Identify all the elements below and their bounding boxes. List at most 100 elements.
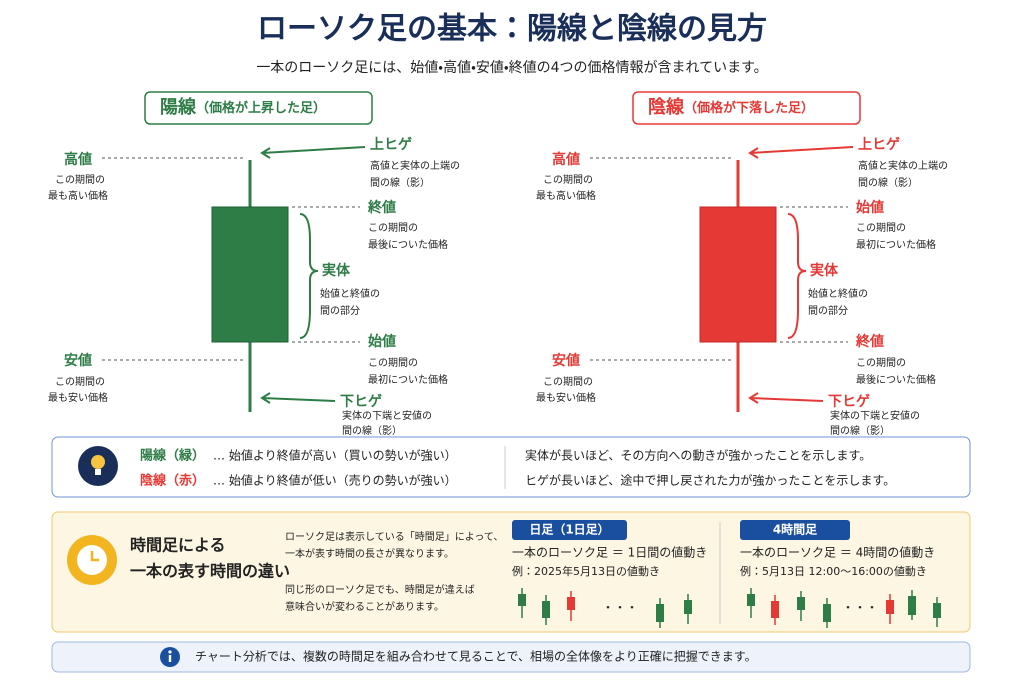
info-stem [168, 655, 172, 662]
high-label: 高値 [64, 151, 92, 168]
arrow [260, 146, 366, 159]
mini-body [886, 600, 894, 614]
body-desc: 間の部分 [808, 305, 848, 317]
lower_shadow-desc: 実体の下端と安値の [342, 409, 432, 422]
body_top-label: 始値 [856, 199, 884, 216]
panel-example: 例：2025年5月13日の値動き [512, 564, 660, 578]
body_top-desc: 最初についた価格 [856, 238, 936, 251]
body_top-desc: この期間の [856, 222, 906, 234]
subtitle: 一本のローソク足には、始値・高値・安値・終値の4つの価格情報が含まれています。 [256, 59, 767, 76]
panel-line: 一本のローソク足 ＝ 4時間の値動き [740, 545, 935, 560]
lower_shadow-label: 下ヒゲ [340, 393, 382, 410]
body_bottom-desc: この期間の [856, 357, 906, 369]
low-desc: 最も安い価格 [536, 391, 596, 404]
arrow [748, 146, 854, 159]
footer-text: チャート分析では、複数の時間足を組み合わせて見ることで、相場の全体像をより正確に… [195, 649, 757, 664]
legend-label: 陰線（赤） [140, 473, 205, 489]
panel-line: 一本のローソク足 ＝ 1日間の値動き [512, 545, 707, 560]
body_bottom-label: 始値 [368, 333, 396, 350]
timeframe-title: 一本の表す時間の違い [130, 562, 290, 581]
body-label: 実体 [322, 262, 351, 279]
timeframe-desc: 意味合いが変わることがあります。 [285, 600, 444, 613]
legend-text: … 始値より終値が低い（売りの勢いが強い） [213, 473, 457, 488]
lower_shadow-desc: 間の線（影） [342, 424, 402, 437]
mini-body [542, 601, 550, 618]
bulb-glass [91, 455, 105, 469]
low-label: 安値 [552, 352, 580, 369]
body_bottom-desc: この期間の [368, 357, 418, 369]
high-desc: 最も高い価格 [48, 189, 108, 202]
upper_shadow-label: 上ヒゲ [370, 136, 412, 153]
mini-body [684, 600, 692, 614]
mini-body [771, 601, 779, 618]
tag [740, 520, 850, 540]
body-desc: 間の部分 [320, 305, 360, 317]
lower_shadow-desc: 間の線（影） [830, 424, 890, 437]
tag [512, 520, 627, 540]
ellipsis: ・・・ [842, 601, 878, 615]
body_bottom-desc: 最後についた価格 [856, 373, 936, 386]
tag-label: 日足（1日足） [529, 522, 609, 537]
heading-box [632, 91, 861, 125]
brace [787, 213, 807, 339]
upper_shadow-desc: 高値と実体の上端の [370, 159, 460, 172]
heading: 陽線（価格が上昇した足） [160, 96, 326, 118]
heading: 陰線（価格が下落した足） [648, 96, 814, 118]
low-desc: 最も安い価格 [48, 391, 108, 404]
body_top-desc: この期間の [368, 222, 418, 234]
high-desc: 最も高い価格 [536, 189, 596, 202]
clock-hands [90, 551, 99, 562]
body_top-label: 終値 [367, 199, 396, 216]
brace [299, 213, 319, 339]
high-desc: この期間の [55, 174, 105, 186]
body-desc: 始値と終値の [320, 287, 380, 300]
timeframe-desc: ローソク足は表示している「時間足」によって、 [285, 531, 503, 543]
mini-body [908, 596, 916, 615]
body-label: 実体 [810, 262, 839, 279]
lower_shadow-desc: 実体の下端と安値の [830, 409, 920, 422]
heading-box [144, 91, 373, 125]
footer-box [51, 641, 971, 673]
body_bottom-desc: 最初についた価格 [368, 373, 448, 386]
upper_shadow-desc: 高値と実体の上端の [858, 159, 948, 172]
candle-body [699, 206, 777, 343]
arrow [260, 392, 336, 404]
low-desc: この期間の [543, 376, 593, 388]
ellipsis: ・・・ [602, 601, 638, 615]
high-desc: この期間の [543, 174, 593, 186]
title: ローソク足の基本：陽線と陰線の見方 [257, 12, 767, 47]
panel-example: 例：5月13日 12:00〜16:00の値動き [740, 564, 927, 578]
legend-label: 陽線（緑） [140, 448, 205, 464]
mini-body [656, 604, 664, 622]
low-desc: この期間の [55, 376, 105, 388]
legend-text: … 始値より終値が高い（買いの勢いが強い） [213, 448, 457, 463]
timeframe-box [51, 511, 971, 633]
timeframe-desc: 同じ形のローソク足でも、時間足が違えば [285, 583, 475, 596]
info-dot [168, 650, 172, 654]
summary-box [51, 436, 971, 498]
upper_shadow-desc: 間の線（影） [858, 176, 918, 189]
high-label: 高値 [552, 151, 580, 168]
candle-body [211, 206, 289, 343]
mini-body [823, 604, 831, 622]
arrow [748, 392, 824, 404]
tag-label: 4時間足 [773, 522, 817, 537]
mini-body [797, 597, 805, 610]
lower_shadow-label: 下ヒゲ [828, 393, 870, 410]
mini-body [747, 594, 755, 606]
body-desc: 始値と終値の [808, 287, 868, 300]
upper_shadow-desc: 間の線（影） [370, 176, 430, 189]
mini-body [567, 597, 575, 610]
body_top-desc: 最後についた価格 [368, 238, 448, 251]
upper_shadow-label: 上ヒゲ [858, 136, 900, 153]
low-label: 安値 [64, 352, 92, 369]
bulb-base [95, 469, 101, 475]
timeframe-desc: 一本が表す時間の長さが異なります。 [285, 547, 454, 560]
body_bottom-label: 終値 [855, 333, 884, 350]
mini-body [933, 603, 941, 618]
note: ヒゲが長いほど、途中で押し戻された力が強かったことを示します。 [525, 473, 895, 488]
note: 実体が長いほど、その方向への動きが強かったことを示します。 [525, 448, 871, 463]
mini-body [518, 594, 526, 606]
timeframe-title: 時間足による [130, 536, 226, 555]
